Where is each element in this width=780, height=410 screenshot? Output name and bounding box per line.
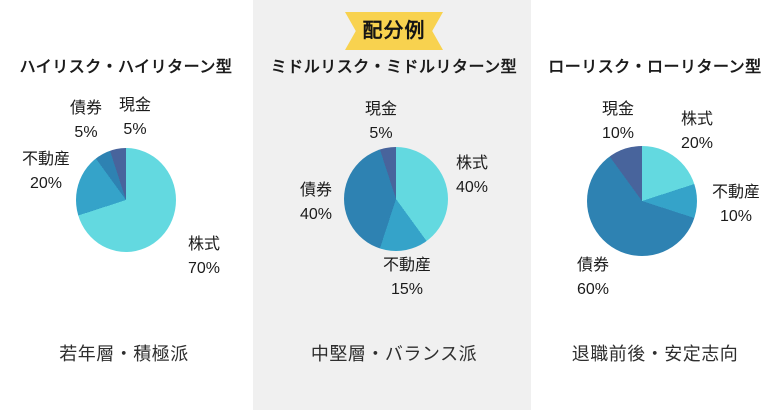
pie-label-realestate: 不動産 15% (382, 257, 432, 298)
pie-chart-high-risk (76, 148, 176, 252)
column-title-high-risk: ハイリスク・ハイリターン型 (19, 59, 233, 76)
pie-label-realestate: 不動産 10% (711, 184, 761, 225)
badge-label: 配分例 (362, 20, 426, 42)
column-caption-high-risk: 若年層・積極派 (59, 344, 189, 364)
pie-chart-low-risk (587, 146, 697, 256)
column-title-low-risk: ローリスク・ローリターン型 (548, 59, 762, 76)
pie-label-stocks: 株式 70% (187, 236, 221, 277)
pie-chart-middle-risk (344, 147, 448, 251)
pie-label-cash: 現金 5% (118, 97, 152, 138)
pie-label-cash: 現金 5% (364, 101, 398, 142)
column-caption-low-risk: 退職前後・安定志向 (571, 344, 739, 364)
pie-label-cash: 現金 10% (601, 101, 635, 142)
column-title-middle-risk: ミドルリスク・ミドルリターン型 (270, 59, 518, 76)
pie-label-stocks: 株式 20% (680, 111, 714, 152)
pie-label-realestate: 不動産 20% (21, 151, 71, 192)
pie-label-bonds: 債券 5% (69, 100, 103, 141)
allocation-example-badge: 配分例 (345, 12, 443, 50)
column-caption-middle-risk: 中堅層・バランス派 (310, 344, 478, 364)
pie-label-bonds: 債券 60% (576, 257, 610, 298)
pie-label-stocks: 株式 40% (455, 155, 489, 196)
pie-label-bonds: 債券 40% (299, 182, 333, 223)
